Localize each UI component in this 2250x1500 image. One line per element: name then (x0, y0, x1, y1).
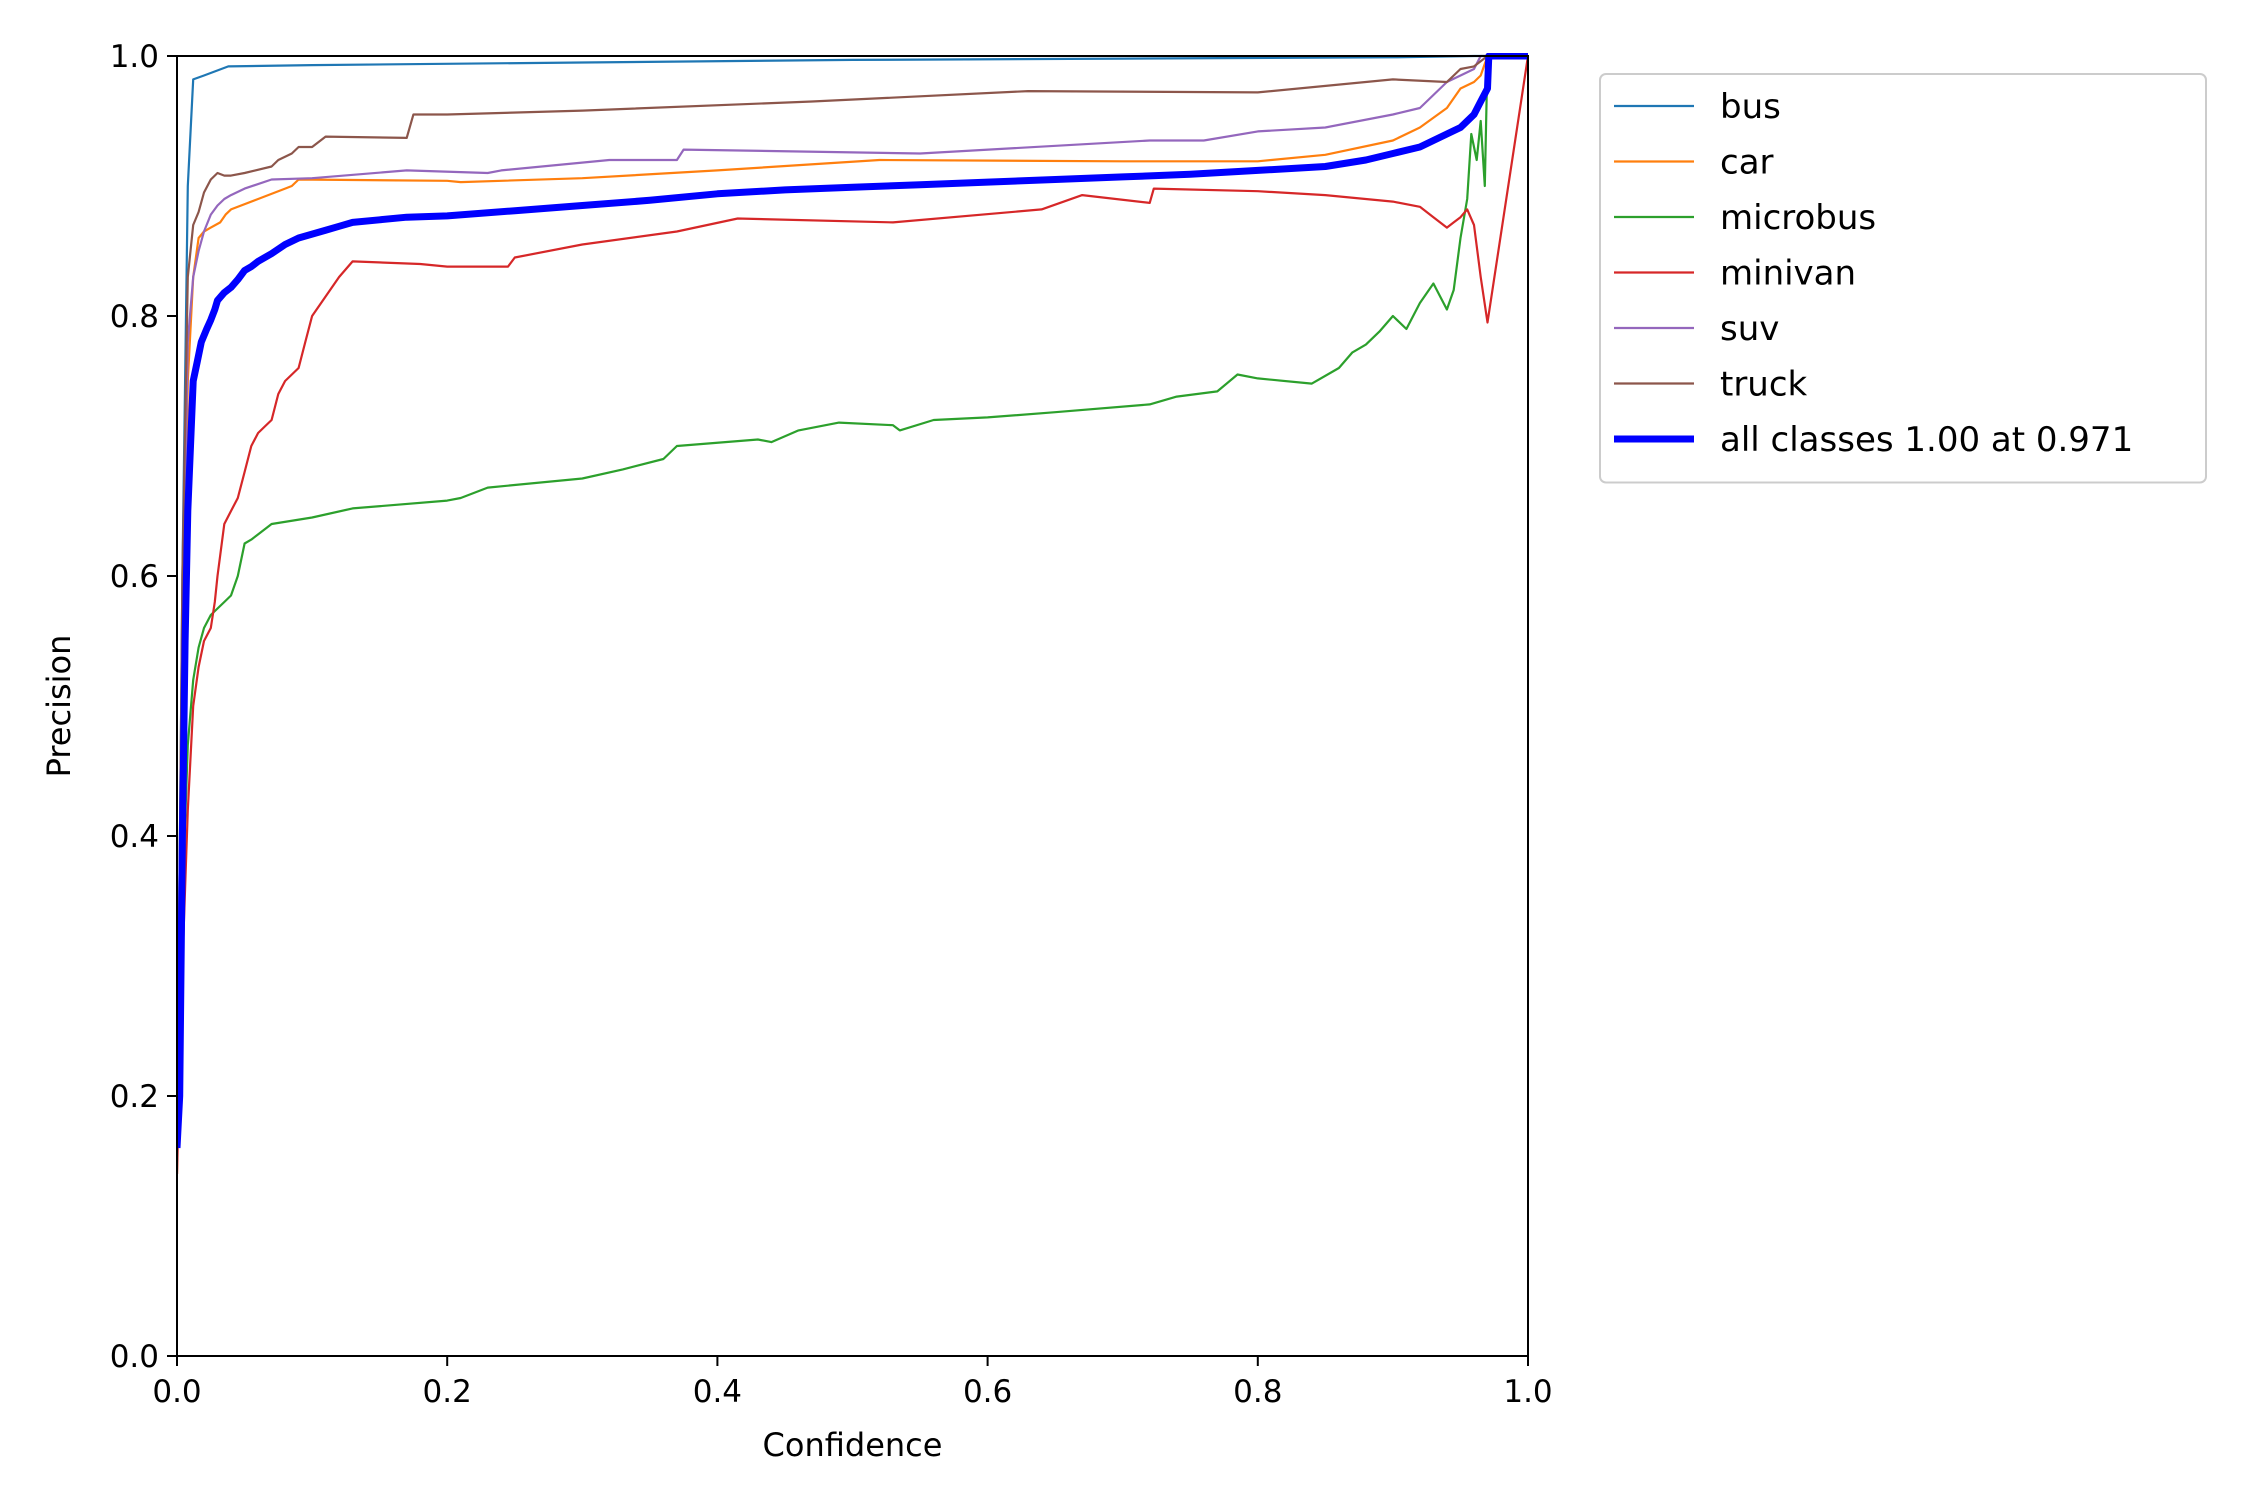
x-tick-label: 0.8 (1233, 1374, 1282, 1410)
legend-box (1599, 73, 2207, 484)
series-line-all (177, 53, 1528, 1149)
series-line-truck (177, 54, 1528, 1149)
series-line-minivan (177, 55, 1530, 1175)
y-tick-label: 1.0 (110, 39, 159, 75)
x-tick-label: 0.6 (963, 1374, 1012, 1410)
plot-frame (176, 55, 1529, 1357)
legend-label: truck (1720, 365, 1808, 405)
x-tick-label: 0.2 (423, 1374, 472, 1410)
series-line-suv (177, 54, 1528, 1149)
y-axis-ticks: 0.0 0.2 0.4 0.6 0.8 1.0 (110, 39, 177, 1375)
x-axis-label: Confidence (763, 1426, 943, 1464)
y-axis-label: Precision (40, 635, 78, 778)
series-line-bus (177, 54, 1528, 1149)
legend-label: car (1720, 143, 1774, 183)
legend-label: all classes 1.00 at 0.971 (1720, 420, 2133, 460)
legend-label: minivan (1720, 254, 1856, 294)
legend-label: microbus (1720, 198, 1876, 238)
x-tick-label: 0.0 (152, 1374, 201, 1410)
legend-label: bus (1720, 87, 1781, 127)
x-tick-label: 1.0 (1503, 1374, 1552, 1410)
y-tick-label: 0.6 (110, 559, 159, 595)
legend: bus car microbus minivan suv truck all classes… (1599, 73, 2207, 484)
y-tick-label: 0.0 (110, 1339, 159, 1375)
legend-label: suv (1720, 309, 1779, 349)
y-tick-label: 0.4 (110, 819, 159, 855)
y-tick-label: 0.8 (110, 299, 159, 335)
y-tick-label: 0.2 (110, 1079, 159, 1115)
x-axis-ticks: 0.0 0.2 0.4 0.6 0.8 1.0 (152, 1356, 1553, 1410)
x-tick-label: 0.4 (693, 1374, 742, 1410)
plot-lines (177, 53, 1530, 1175)
series-line-microbus (177, 54, 1528, 1162)
